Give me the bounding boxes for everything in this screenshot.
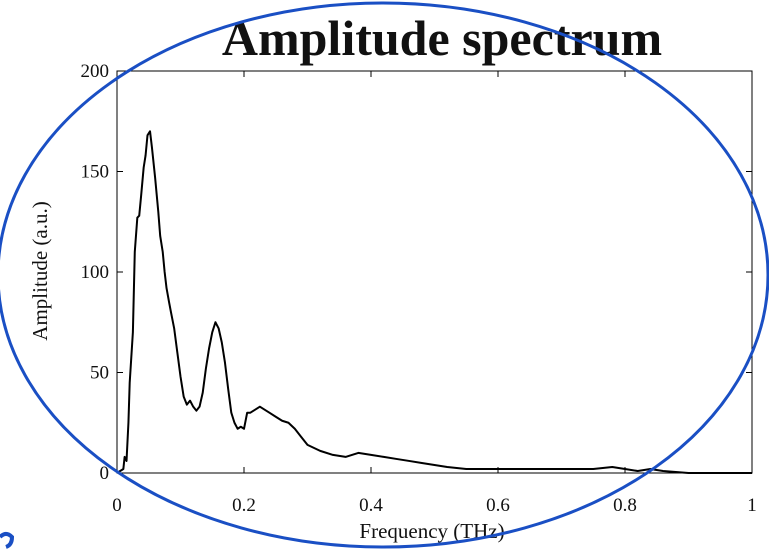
x-tick-label: 0 bbox=[112, 495, 122, 516]
x-tick-label: 1 bbox=[747, 495, 757, 516]
y-tick-label: 0 bbox=[100, 463, 110, 484]
x-tick-label: 0.4 bbox=[359, 495, 383, 516]
series-line bbox=[116, 130, 752, 474]
plot-frame bbox=[116, 70, 753, 474]
y-tick-label: 50 bbox=[90, 363, 109, 384]
x-tick-label: 0.8 bbox=[613, 495, 637, 516]
axis-ticks: 0 0.2 0.4 0.6 0.8 1 0 50 100 150 200 bbox=[81, 61, 757, 516]
x-tick-label: 0.2 bbox=[232, 495, 256, 516]
y-tick-label: 200 bbox=[81, 61, 110, 82]
corner-mark-icon bbox=[0, 532, 15, 549]
y-axis-label: Amplitude (a.u.) bbox=[28, 201, 52, 340]
series-layer bbox=[116, 130, 752, 474]
x-axis-label: Frequency (THz) bbox=[359, 519, 504, 543]
chart-title: Amplitude spectrum bbox=[222, 10, 662, 66]
x-tick-label: 0.6 bbox=[486, 495, 510, 516]
y-tick-label: 100 bbox=[81, 262, 110, 283]
y-tick-label: 150 bbox=[81, 162, 110, 183]
